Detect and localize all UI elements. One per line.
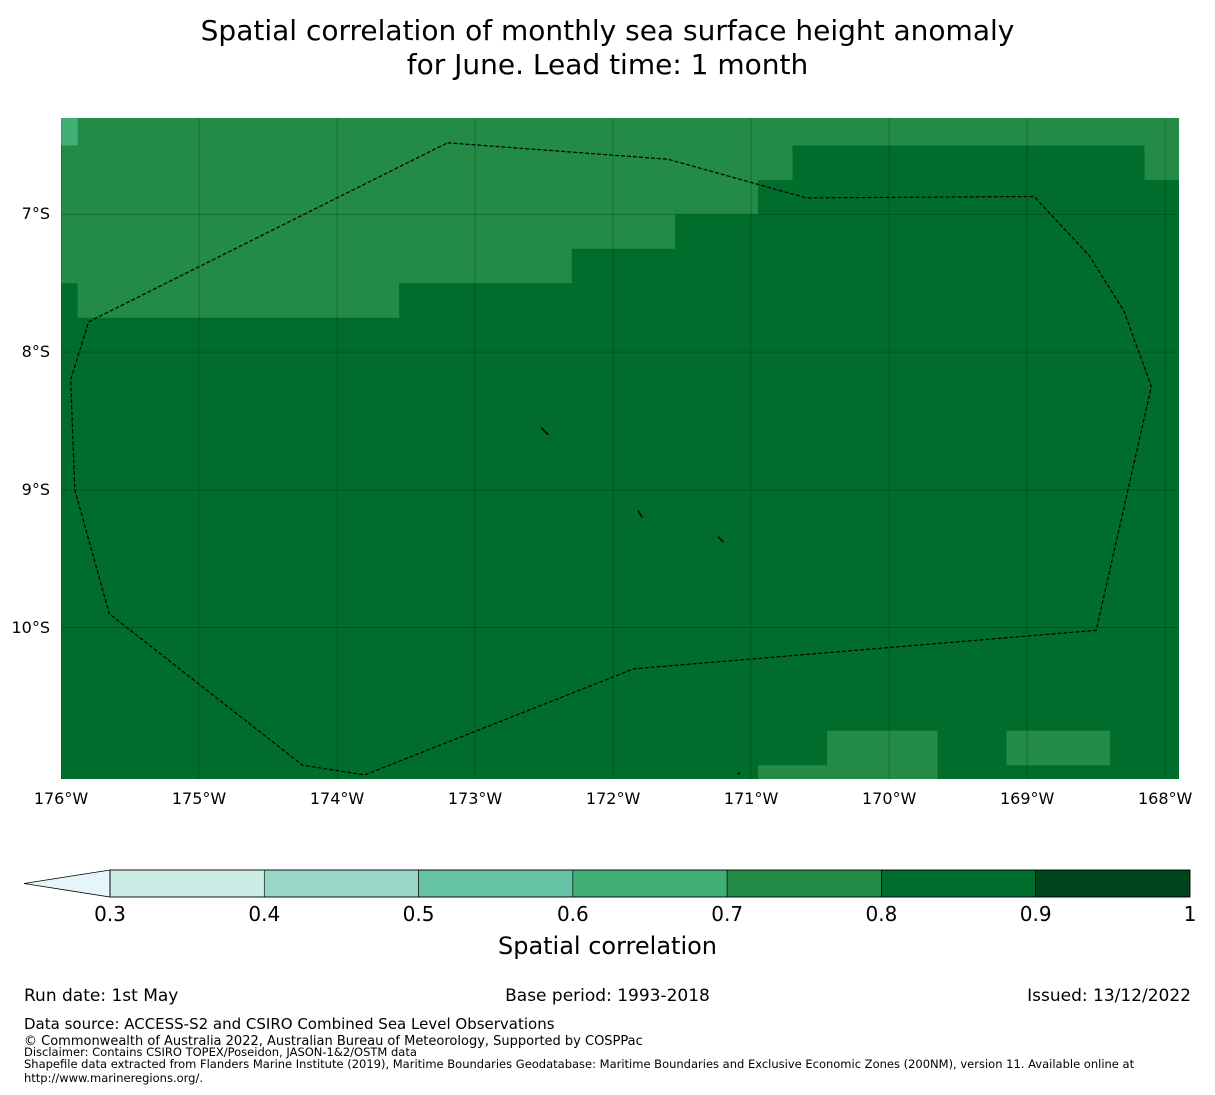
disclaimer: Disclaimer: Contains CSIRO TOPEX/Poseido… bbox=[24, 1045, 417, 1059]
colorbar-tick-label-3: 0.6 bbox=[556, 902, 589, 926]
correlation-region-2 bbox=[758, 730, 938, 779]
lat-tick-label-0: 7°S bbox=[21, 204, 50, 224]
lon-tick-label-7: 169°W bbox=[999, 789, 1055, 808]
colorbar-bin-1 bbox=[263, 869, 419, 898]
lon-tick-label-8: 168°W bbox=[1138, 789, 1193, 808]
colorbar-frame bbox=[109, 869, 1191, 898]
lon-tick-label-3: 173°W bbox=[447, 789, 503, 808]
lon-tick-label-2: 174°W bbox=[309, 789, 365, 808]
colorbar-under-extension bbox=[23, 869, 111, 898]
lon-tick-label-1: 175°W bbox=[171, 789, 227, 808]
title-line-1: Spatial correlation of monthly sea surfa… bbox=[200, 14, 1015, 47]
title-line-2: for June. Lead time: 1 month bbox=[406, 48, 809, 81]
issued-date: Issued: 13/12/2022 bbox=[1027, 986, 1191, 1006]
colorbar-tick-label-6: 0.9 bbox=[1019, 902, 1052, 926]
lat-tick-label-3: 10°S bbox=[11, 617, 50, 637]
colorbar-bin-6 bbox=[1035, 869, 1191, 898]
colorbar-tick-label-7: 1 bbox=[1183, 902, 1197, 926]
island-1 bbox=[637, 510, 643, 518]
colorbar-tick-label-4: 0.7 bbox=[711, 902, 744, 926]
colorbar-tick-label-2: 0.5 bbox=[402, 902, 435, 926]
map-area bbox=[61, 118, 1179, 779]
correlation-region-3 bbox=[1006, 730, 1110, 766]
correlation-region-0 bbox=[61, 118, 1179, 318]
lon-tick-label-5: 171°W bbox=[723, 789, 779, 808]
run-date: Run date: 1st May bbox=[24, 986, 179, 1006]
lat-tick-label-1: 8°S bbox=[21, 342, 50, 362]
lon-tick-label-4: 172°W bbox=[585, 789, 641, 808]
shapefile-credit: Shapefile data extracted from Flanders M… bbox=[24, 1057, 1135, 1071]
lat-tick-label-2: 9°S bbox=[21, 479, 50, 499]
copyright-notice: © Commonwealth of Australia 2022, Austra… bbox=[24, 1034, 643, 1049]
colorbar-bin-5 bbox=[881, 869, 1037, 898]
island-0 bbox=[540, 427, 549, 436]
colorbar-label: Spatial correlation bbox=[497, 932, 718, 960]
colorbar-tick-label-1: 0.4 bbox=[248, 902, 281, 926]
colorbar-bin-0 bbox=[109, 869, 265, 898]
chart-title: Spatial correlation of monthly sea surfa… bbox=[0, 14, 1215, 82]
colorbar-bin-3 bbox=[572, 869, 728, 898]
colorbar-bin-2 bbox=[418, 869, 574, 898]
shapefile-url: http://www.marineregions.org/. bbox=[24, 1071, 203, 1085]
colorbar-bin-4 bbox=[726, 869, 882, 898]
data-source: Data source: ACCESS-S2 and CSIRO Combine… bbox=[24, 1015, 555, 1033]
colorbar-tick-label-5: 0.8 bbox=[865, 902, 898, 926]
island-2 bbox=[717, 536, 725, 543]
lon-tick-label-0: 176°W bbox=[33, 789, 89, 808]
colorbar-tick-label-0: 0.3 bbox=[94, 902, 126, 926]
base-period: Base period: 1993-2018 bbox=[505, 986, 710, 1006]
correlation-region-1 bbox=[61, 118, 78, 146]
lon-tick-label-6: 170°W bbox=[861, 789, 917, 808]
